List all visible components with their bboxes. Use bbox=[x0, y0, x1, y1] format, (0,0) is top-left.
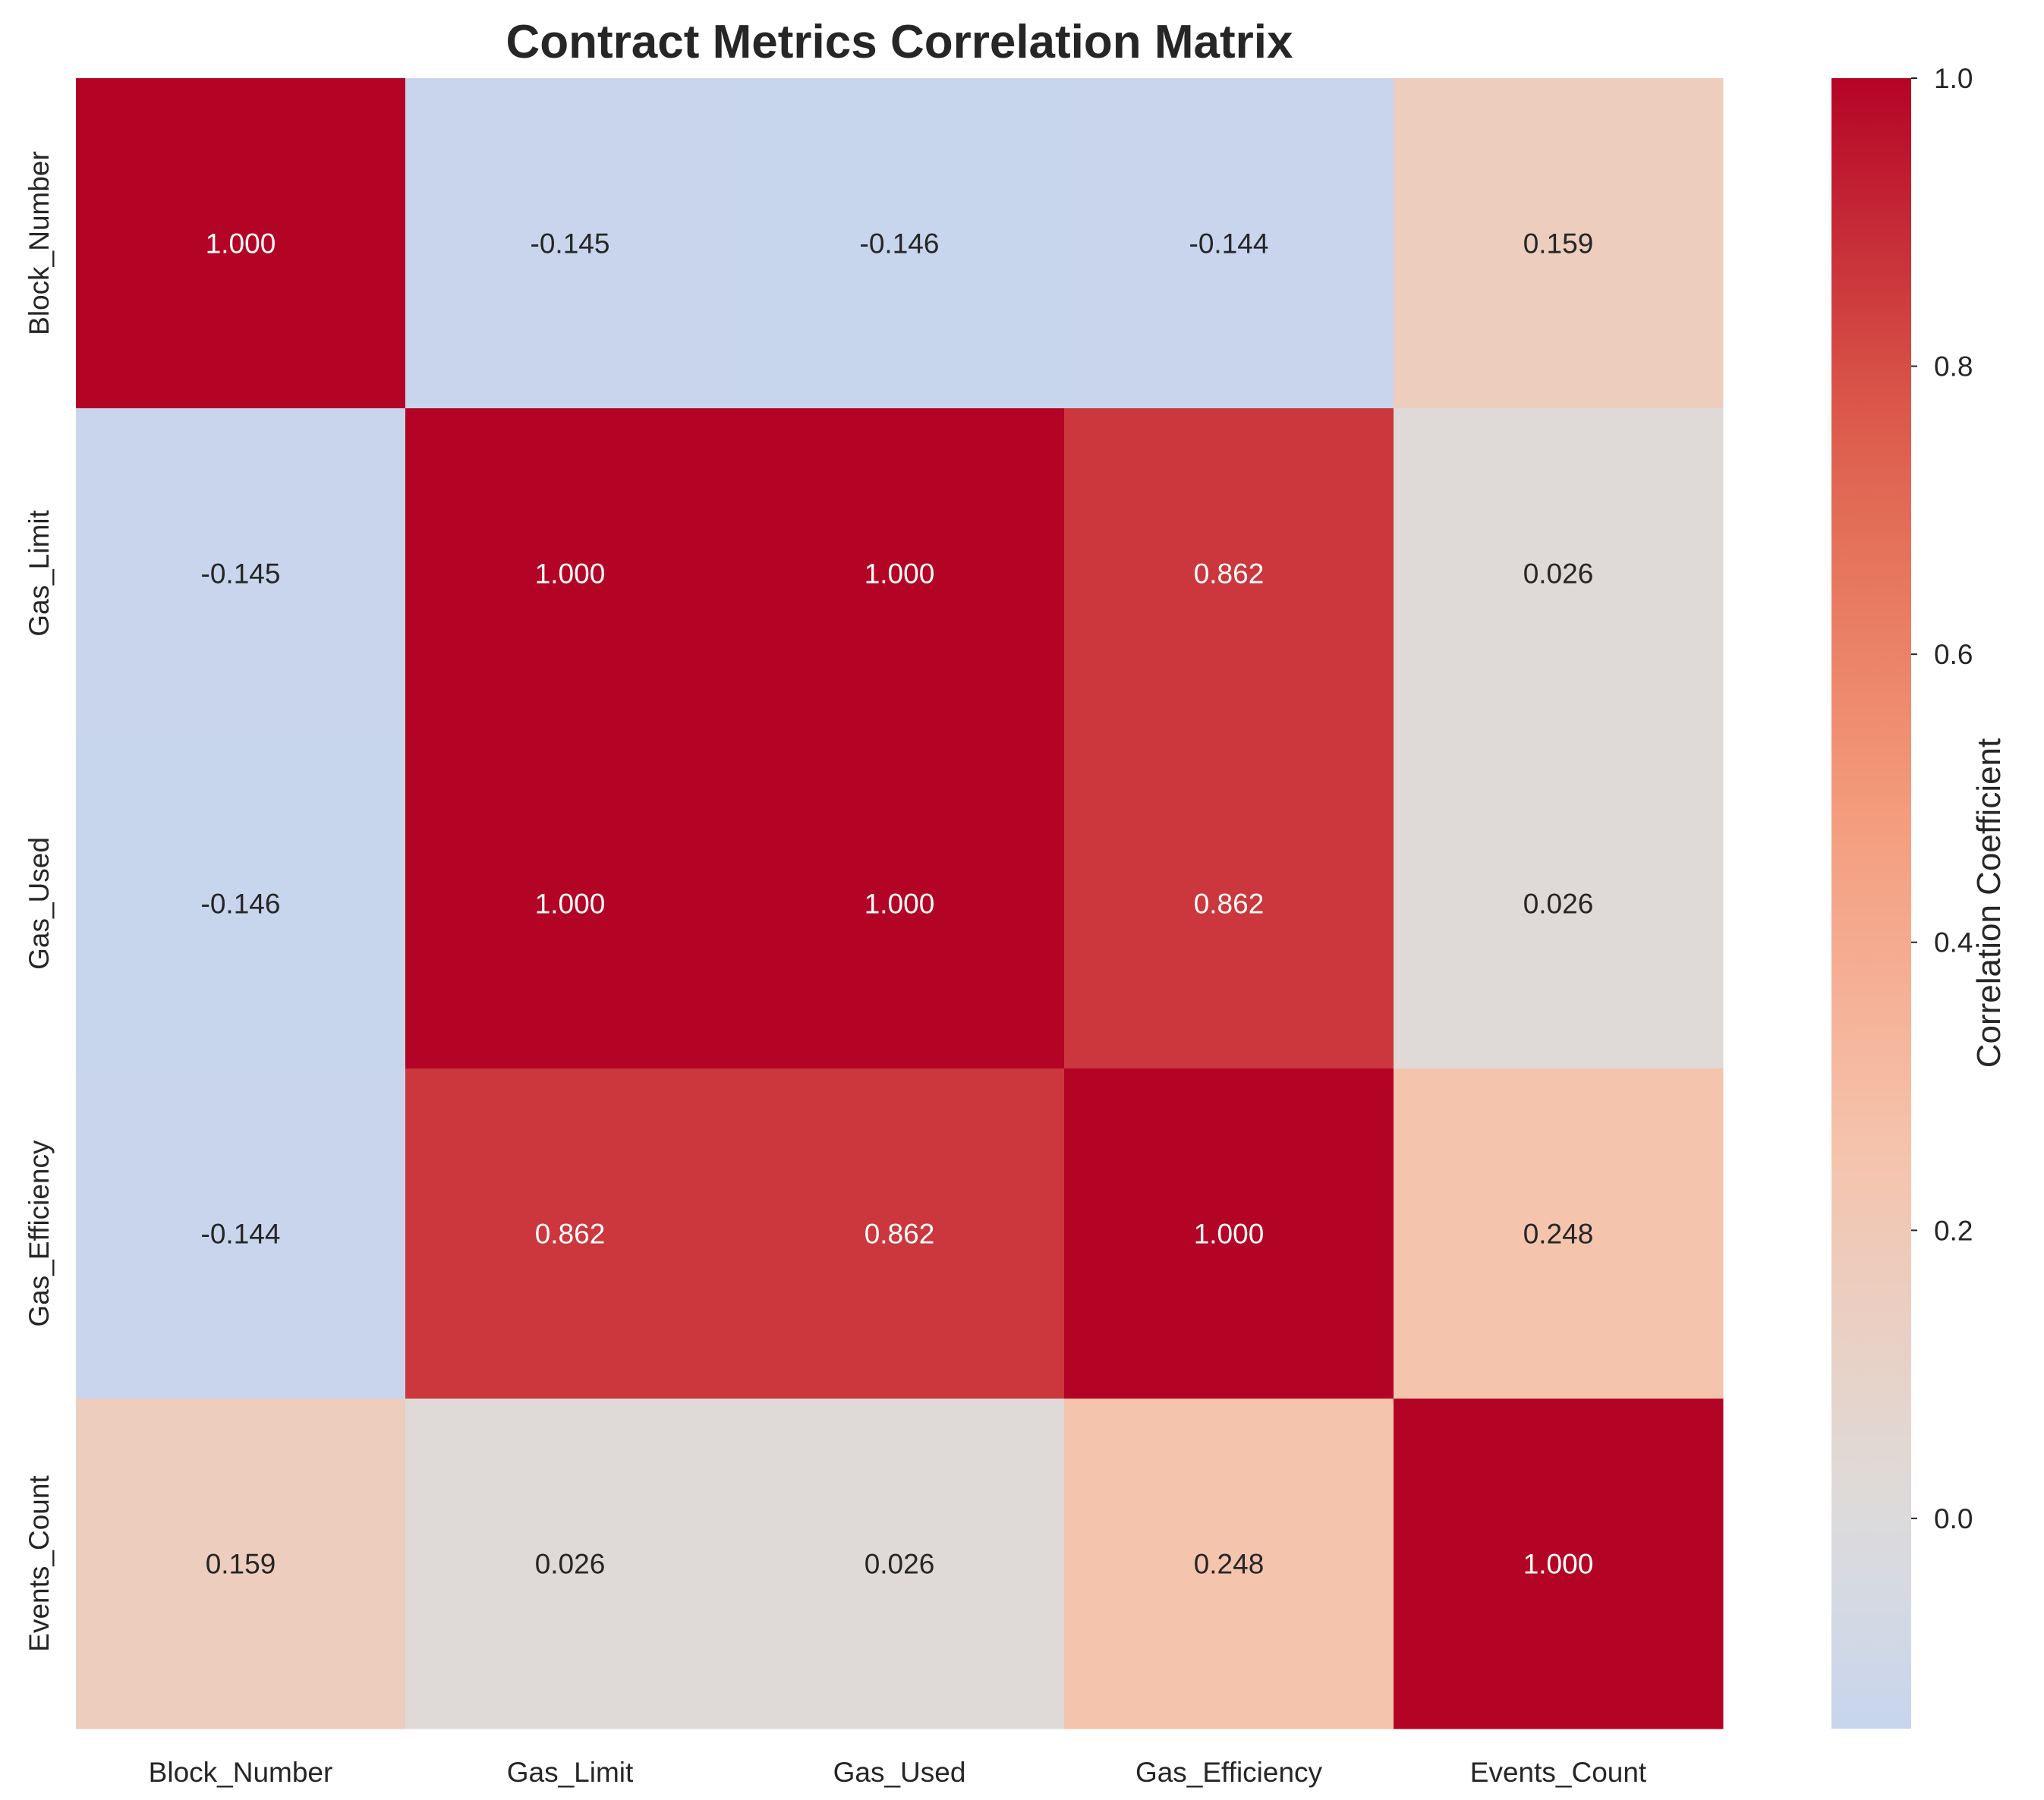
heatmap-cell-Events_Count-Block_Number bbox=[76, 1399, 406, 1729]
cell-value-label: 0.026 bbox=[535, 1549, 606, 1580]
heatmap-cell-Gas_Limit-Gas_Limit bbox=[405, 408, 735, 739]
heatmap-cell-Block_Number-Gas_Used bbox=[735, 78, 1065, 409]
cell-value-label: -0.146 bbox=[860, 228, 940, 260]
heatmap-cell-Events_Count-Gas_Used bbox=[735, 1399, 1065, 1729]
colorbar-tick-label: 0.2 bbox=[1934, 1215, 1973, 1246]
y-tick-label: Block_Number bbox=[24, 151, 55, 335]
cell-value-label: 1.000 bbox=[206, 228, 276, 260]
colorbar-tick-label: 0.8 bbox=[1934, 351, 1973, 382]
heatmap-cell-Gas_Used-Block_Number bbox=[76, 738, 406, 1069]
heatmap-cell-Block_Number-Block_Number bbox=[76, 78, 406, 409]
heatmap-cell-Gas_Used-Gas_Efficiency bbox=[1064, 738, 1394, 1069]
heatmap-cell-Gas_Efficiency-Block_Number bbox=[76, 1068, 406, 1399]
heatmap-cells bbox=[76, 78, 1724, 1729]
colorbar-tick-label: 1.0 bbox=[1934, 63, 1973, 94]
y-tick-label: Events_Count bbox=[24, 1475, 55, 1652]
colorbar-tick-label: 0.6 bbox=[1934, 639, 1973, 670]
heatmap-cell-Gas_Efficiency-Gas_Limit bbox=[405, 1068, 735, 1399]
heatmap-cell-Events_Count-Gas_Efficiency bbox=[1064, 1399, 1394, 1729]
colorbar-gradient bbox=[1831, 78, 1911, 1729]
cell-value-label: -0.145 bbox=[201, 559, 281, 590]
heatmap-cell-Gas_Used-Gas_Used bbox=[735, 738, 1065, 1069]
cell-value-label: -0.144 bbox=[201, 1219, 281, 1250]
cell-value-label: 0.026 bbox=[865, 1549, 935, 1580]
colorbar-ticks: 1.0 0.8 0.6 0.4 0.2 0.0 bbox=[1911, 63, 1973, 1534]
x-tick-label: Gas_Limit bbox=[507, 1757, 634, 1788]
cell-value-label: 0.159 bbox=[1523, 228, 1594, 260]
heatmap-cell-Gas_Used-Events_Count bbox=[1394, 738, 1724, 1069]
colorbar-label: Correlation Coefficient bbox=[1970, 738, 2008, 1068]
heatmap-cell-Gas_Limit-Gas_Efficiency bbox=[1064, 408, 1394, 739]
cell-value-label: 0.248 bbox=[1194, 1549, 1265, 1580]
colorbar-tick-label: 0.4 bbox=[1934, 927, 1973, 958]
x-tick-label: Gas_Efficiency bbox=[1135, 1757, 1323, 1788]
cell-value-label: 0.159 bbox=[206, 1549, 276, 1580]
x-tick-label: Gas_Used bbox=[833, 1757, 966, 1788]
y-axis-tick-labels: Block_Number Gas_Limit Gas_Used Gas_Efficie… bbox=[24, 151, 55, 1652]
y-tick-label: Gas_Limit bbox=[24, 510, 55, 637]
cell-value-label: 1.000 bbox=[535, 889, 606, 920]
heatmap-cell-Gas_Limit-Gas_Used bbox=[735, 408, 1065, 739]
chart-title: Contract Metrics Correlation Matrix bbox=[506, 16, 1294, 68]
heatmap-cell-Gas_Efficiency-Gas_Efficiency bbox=[1064, 1068, 1394, 1399]
heatmap-cell-Gas_Limit-Events_Count bbox=[1394, 408, 1724, 739]
cell-value-label: 1.000 bbox=[865, 559, 935, 590]
x-tick-label: Block_Number bbox=[149, 1757, 333, 1788]
y-tick-label: Gas_Efficiency bbox=[24, 1140, 55, 1327]
cell-value-label: 0.862 bbox=[535, 1219, 606, 1250]
cell-value-label: 0.026 bbox=[1523, 559, 1594, 590]
heatmap-cell-Gas_Used-Gas_Limit bbox=[405, 738, 735, 1069]
cell-value-label: 1.000 bbox=[1523, 1549, 1594, 1580]
cell-value-label: 1.000 bbox=[535, 559, 606, 590]
cell-value-label: 0.862 bbox=[1194, 559, 1265, 590]
colorbar: 1.0 0.8 0.6 0.4 0.2 0.0 Correlation Coefficie… bbox=[1831, 63, 2008, 1729]
heatmap-cell-Gas_Limit-Block_Number bbox=[76, 408, 406, 739]
cell-value-label: -0.146 bbox=[201, 889, 281, 920]
colorbar-tick-label: 0.0 bbox=[1934, 1503, 1973, 1534]
x-tick-label: Events_Count bbox=[1470, 1757, 1647, 1788]
cell-value-label: -0.145 bbox=[531, 228, 610, 260]
y-tick-label: Gas_Used bbox=[24, 837, 55, 970]
heatmap-cell-Block_Number-Events_Count bbox=[1394, 78, 1724, 409]
cell-value-label: 0.026 bbox=[1523, 889, 1594, 920]
cell-value-label: 0.248 bbox=[1523, 1219, 1594, 1250]
heatmap-cell-labels: 1.000 -0.145 -0.146 -0.144 0.159 -0.145 1.000 1… bbox=[201, 228, 1594, 1580]
heatmap-cell-Block_Number-Gas_Efficiency bbox=[1064, 78, 1394, 409]
cell-value-label: 0.862 bbox=[865, 1219, 935, 1250]
heatmap-cell-Gas_Efficiency-Gas_Used bbox=[735, 1068, 1065, 1399]
heatmap-cell-Gas_Efficiency-Events_Count bbox=[1394, 1068, 1724, 1399]
cell-value-label: 1.000 bbox=[865, 889, 935, 920]
x-axis-tick-labels: Block_Number Gas_Limit Gas_Used Gas_Efficie… bbox=[149, 1757, 1647, 1788]
heatmap-cell-Events_Count-Events_Count bbox=[1394, 1399, 1724, 1729]
heatmap-cell-Events_Count-Gas_Limit bbox=[405, 1399, 735, 1729]
cell-value-label: -0.144 bbox=[1189, 228, 1269, 260]
cell-value-label: 0.862 bbox=[1194, 889, 1265, 920]
heatmap-cell-Block_Number-Gas_Limit bbox=[405, 78, 735, 409]
cell-value-label: 1.000 bbox=[1194, 1219, 1265, 1250]
